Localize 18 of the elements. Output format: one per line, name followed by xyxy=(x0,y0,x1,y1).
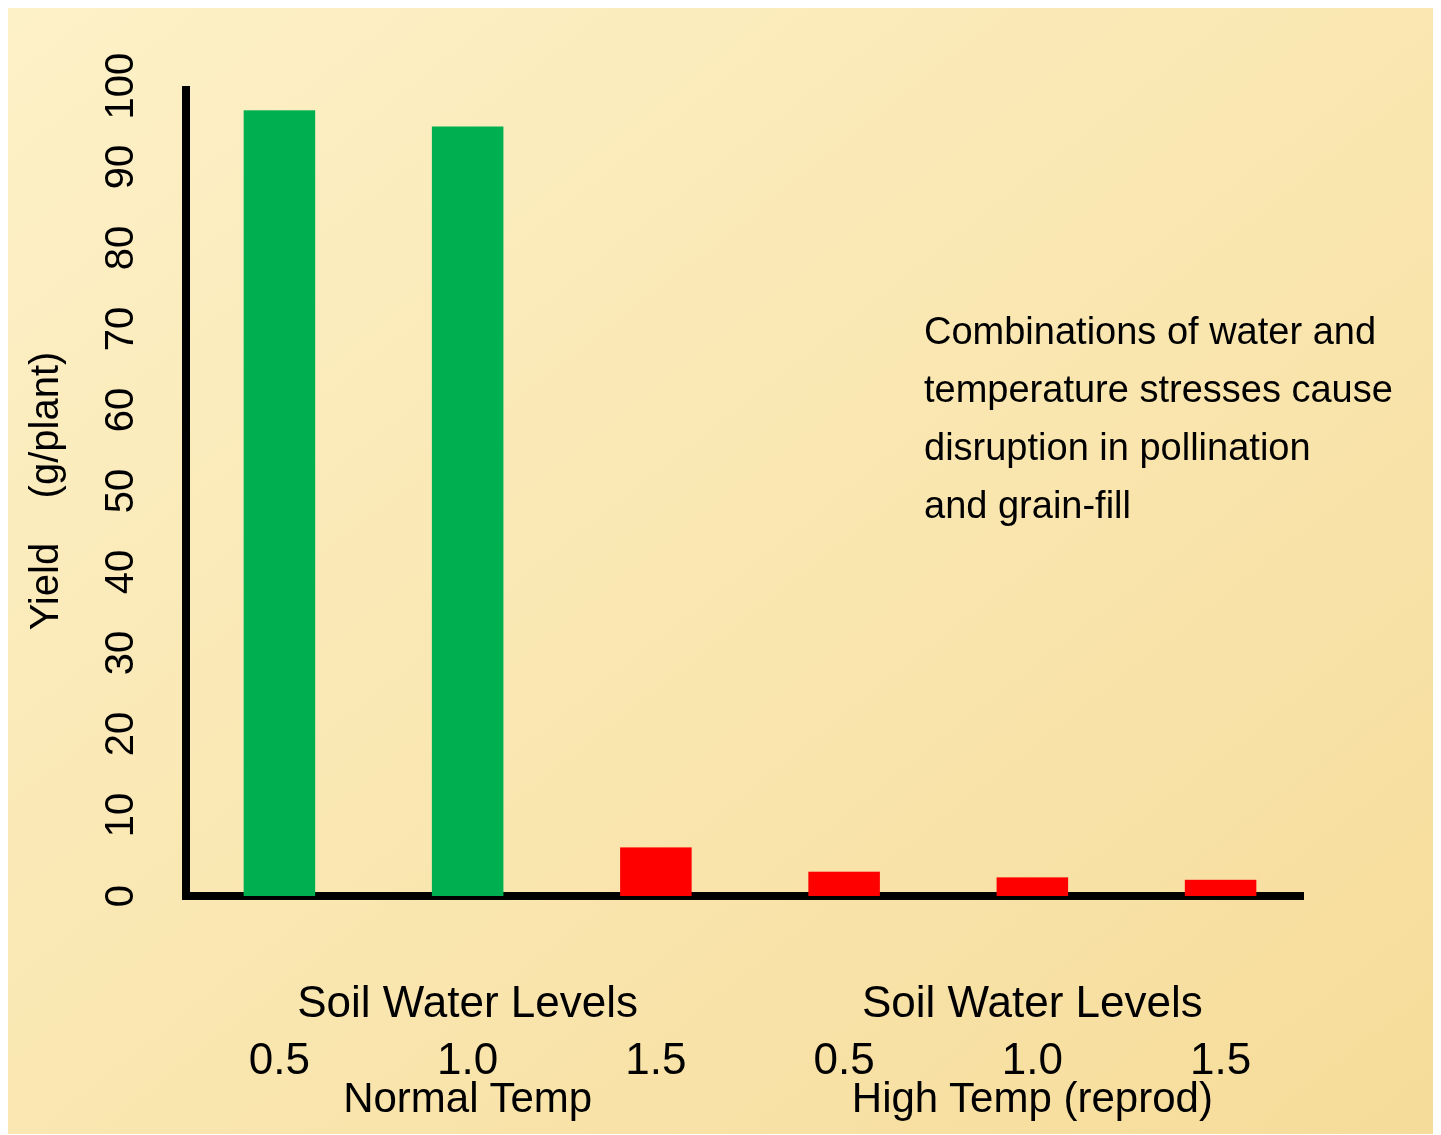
text: Soil Water Levels xyxy=(297,977,639,1026)
y-tick-label: 100 xyxy=(97,52,141,120)
y-tick-label: 40 xyxy=(97,549,141,595)
y-tick-label: 60 xyxy=(97,387,141,433)
text: Soil Water Levels xyxy=(861,977,1203,1026)
y-tick-label: 20 xyxy=(97,711,141,757)
x-tick-label: 1.5 xyxy=(625,1034,687,1083)
y-tick-label: 70 xyxy=(97,306,141,352)
y-tick-label: 10 xyxy=(97,792,141,838)
y-tick-label: 30 xyxy=(97,630,141,676)
y-tick-label: 90 xyxy=(97,144,141,190)
y-tick-label: 50 xyxy=(97,468,141,514)
y-tick-label: 0 xyxy=(97,884,141,908)
x-tick-label: 0.5 xyxy=(248,1034,310,1083)
annotation: Combinations of water and temperature stresses cause disruption in pollination and grain-fill xyxy=(924,310,1393,526)
y-axis-title: Yield (g/plant) xyxy=(22,351,66,631)
y-tick-label: 80 xyxy=(97,225,141,271)
text: Normal Temp xyxy=(343,1074,593,1121)
